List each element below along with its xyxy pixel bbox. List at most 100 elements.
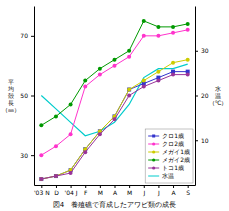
marker xyxy=(54,144,58,148)
legend-swatch xyxy=(148,176,159,177)
y2-axis: 102030 xyxy=(195,7,209,186)
legend-marker xyxy=(152,135,155,138)
tick: 30 xyxy=(20,152,34,159)
marker xyxy=(171,61,175,65)
tick-mark xyxy=(85,185,86,188)
tick-mark xyxy=(188,185,189,188)
marker xyxy=(69,171,73,175)
marker xyxy=(98,67,102,71)
marker xyxy=(113,58,117,62)
marker xyxy=(127,88,131,92)
tick-mark xyxy=(195,51,198,52)
legend-marker xyxy=(152,142,155,145)
marker xyxy=(98,132,102,136)
marker xyxy=(39,153,43,157)
plot: '03 ND'04 JFMAMJJAS305070102030クロ1歳クロ2歳メ… xyxy=(20,7,208,198)
tick-label: 50 xyxy=(20,92,28,99)
legend-label: クロ2歳 xyxy=(162,140,184,147)
tick-label: J xyxy=(142,189,145,197)
marker xyxy=(83,79,87,83)
tick-mark xyxy=(158,185,159,188)
tick-mark xyxy=(71,185,72,188)
legend-marker xyxy=(152,166,155,169)
line xyxy=(41,30,187,155)
axis-title: 平均殻長（㎜） xyxy=(2,78,20,114)
marker xyxy=(171,73,175,77)
marker xyxy=(142,79,146,83)
title: 図4 養殖礁で育成したアワビ類の成長 xyxy=(53,200,176,209)
marker xyxy=(113,64,117,68)
legend-label: 水温 xyxy=(162,172,174,179)
tick-mark xyxy=(31,155,34,156)
tick: 70 xyxy=(20,32,34,39)
tick: J xyxy=(157,185,160,197)
marker xyxy=(142,85,146,89)
marker xyxy=(54,174,58,178)
tick-label: 70 xyxy=(20,32,28,39)
marker xyxy=(171,31,175,35)
marker xyxy=(156,34,160,38)
marker xyxy=(83,85,87,89)
marker xyxy=(156,79,160,83)
legend-item: トコ1歳 xyxy=(148,164,184,171)
y-axis: 30 50 70 xyxy=(20,7,34,186)
tick-mark xyxy=(56,185,57,188)
tick: 10 xyxy=(195,137,209,144)
marker xyxy=(54,174,58,178)
marker xyxy=(142,34,146,38)
marker xyxy=(171,25,175,29)
marker xyxy=(142,19,146,23)
tick-label: A xyxy=(171,189,176,196)
legend-label: トコ1歳 xyxy=(162,164,184,171)
tick-mark xyxy=(31,36,34,37)
x-axis: '03 ND'04 JFMAMJJAS xyxy=(34,185,196,197)
tick-label: S xyxy=(186,189,190,196)
legend-box xyxy=(145,129,193,183)
tick-mark xyxy=(115,185,116,188)
legend-item: メガイ1歳 xyxy=(148,148,190,155)
legend-label: メガイ2歳 xyxy=(162,156,190,163)
marker xyxy=(69,102,73,106)
tick: M xyxy=(98,185,103,196)
marker xyxy=(69,132,73,136)
tick: M xyxy=(127,185,132,196)
tick-mark xyxy=(41,185,42,188)
marker xyxy=(186,73,190,77)
tick-mark xyxy=(195,140,198,141)
tick-label: D xyxy=(54,189,59,196)
legend-item: 水温 xyxy=(148,172,174,179)
legend-swatch xyxy=(148,136,159,137)
tick-label: '03 N xyxy=(34,189,50,196)
marker xyxy=(127,49,131,53)
legend: クロ1歳クロ2歳メガイ1歳メガイ2歳トコ1歳水温 xyxy=(145,129,193,183)
tick: D xyxy=(54,185,59,196)
marker xyxy=(39,177,43,181)
marker xyxy=(39,123,43,127)
tick: S xyxy=(186,185,190,196)
tick-label: J xyxy=(157,189,160,197)
tick: J xyxy=(142,185,145,197)
marker xyxy=(156,25,160,29)
tick: 30 xyxy=(195,47,209,54)
tick-label: M xyxy=(98,189,103,196)
axis-line xyxy=(34,7,35,186)
marker xyxy=(54,174,58,178)
tick: A xyxy=(171,185,176,196)
marks xyxy=(39,19,189,181)
tick-mark xyxy=(100,185,101,188)
marker xyxy=(186,28,190,32)
marker xyxy=(127,94,131,98)
marker xyxy=(39,177,43,181)
legend-label: クロ1歳 xyxy=(162,132,184,139)
tick-label: 30 xyxy=(201,47,209,54)
axis-title: 水温（℃） xyxy=(209,85,228,107)
tick: F xyxy=(84,185,88,196)
marker xyxy=(54,114,58,118)
tick-label: A xyxy=(113,189,118,196)
marker xyxy=(127,88,131,92)
tick-mark xyxy=(173,185,174,188)
tick-label: F xyxy=(84,189,88,196)
legend-label: メガイ1歳 xyxy=(162,148,190,155)
marker xyxy=(39,177,43,181)
tick: A xyxy=(113,185,118,196)
